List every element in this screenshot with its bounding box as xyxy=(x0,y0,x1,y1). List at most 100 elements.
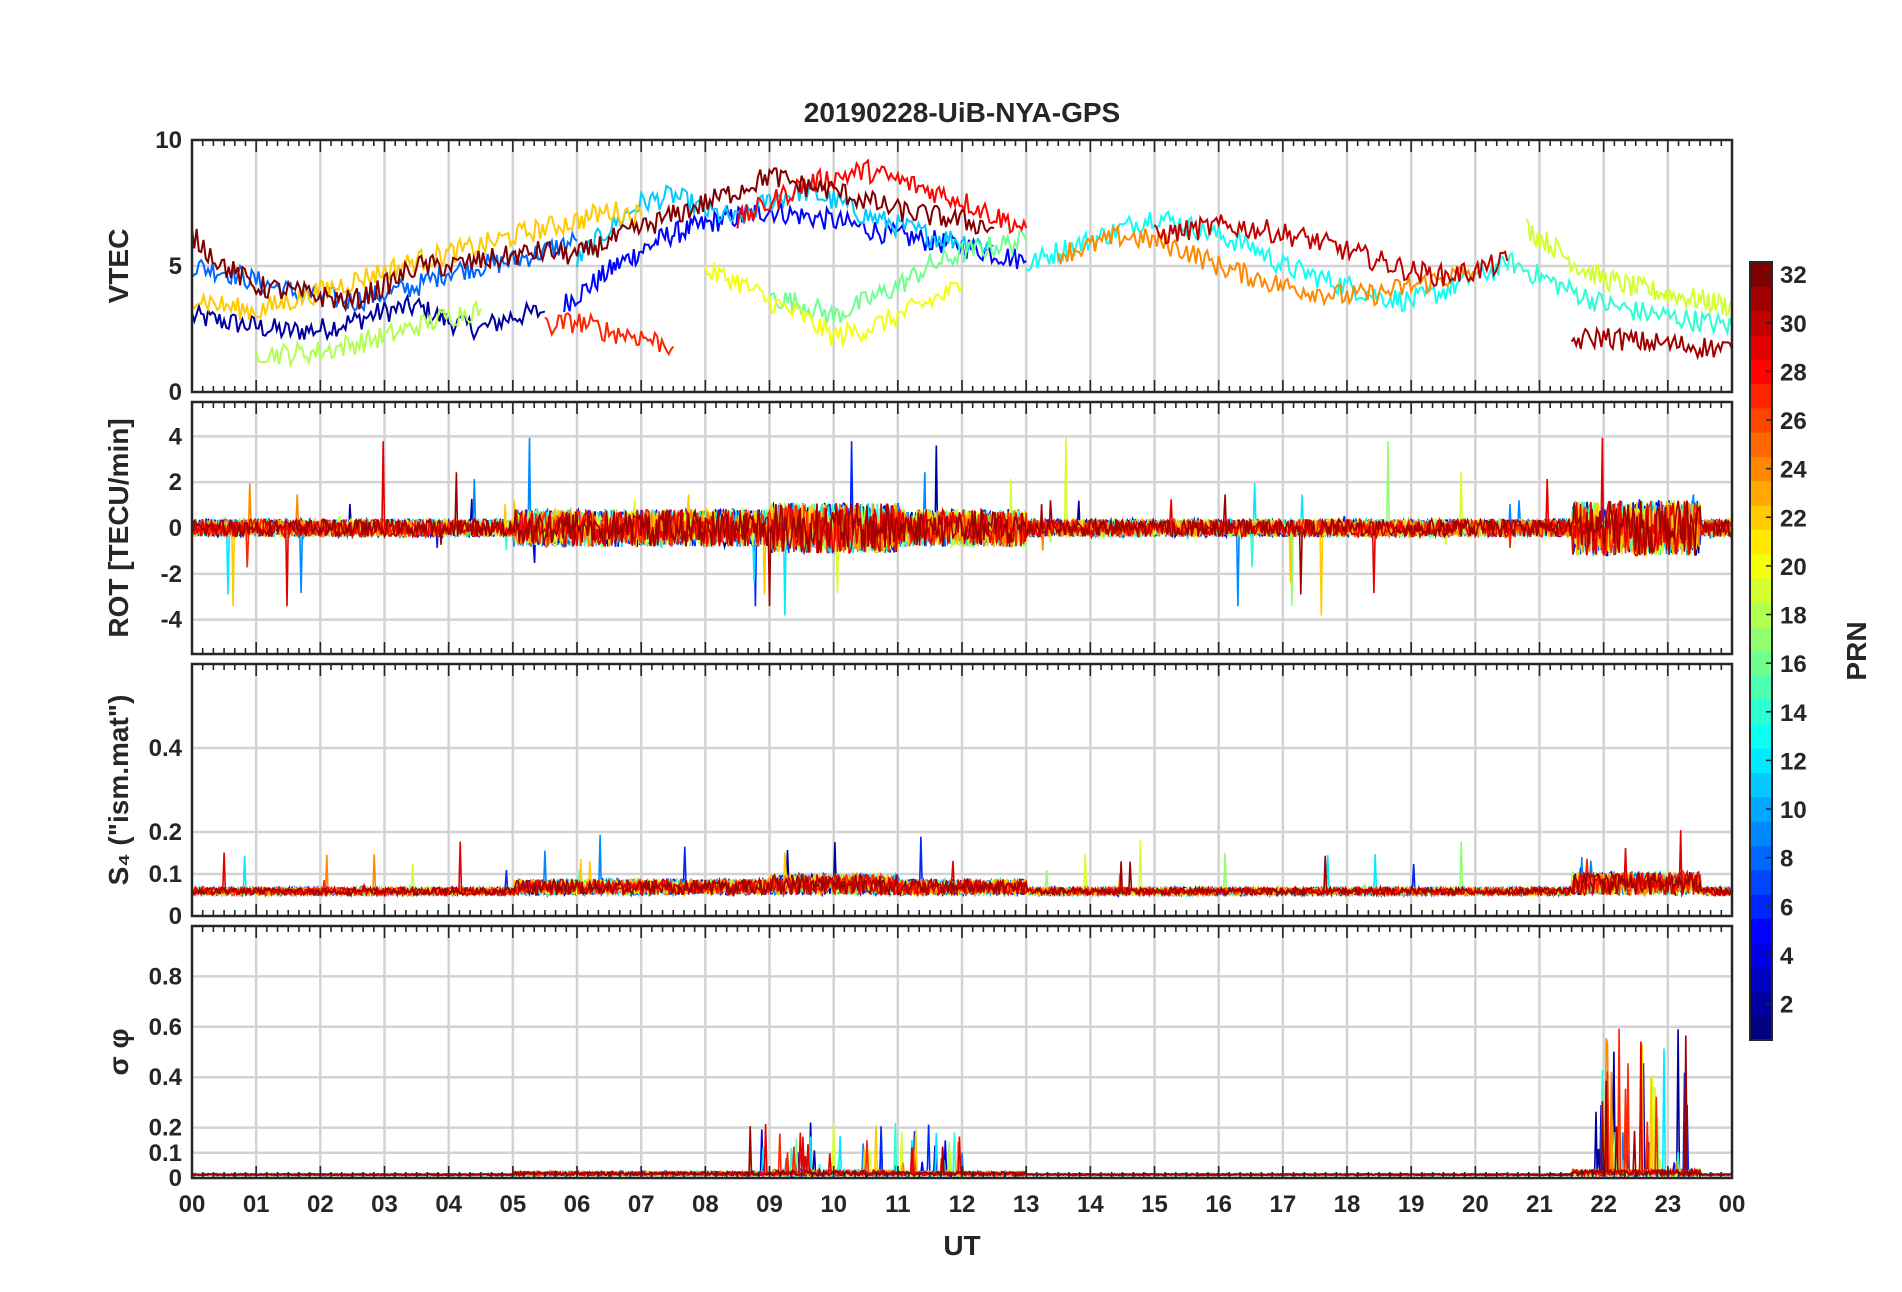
colorbar-segment xyxy=(1750,894,1772,919)
colorbar-segment xyxy=(1750,651,1772,676)
colorbar-tick-label: 28 xyxy=(1780,359,1807,386)
x-tick-label: 11 xyxy=(885,1191,910,1218)
y-axis-label: ROT [TECU/min] xyxy=(103,418,134,637)
colorbar-segment xyxy=(1750,505,1772,530)
y-tick-label: 10 xyxy=(155,127,182,154)
vtec-series-prn-5 xyxy=(563,202,1027,313)
vtec-series-prn-27 xyxy=(544,311,675,357)
x-tick-label: 16 xyxy=(1205,1191,1232,1218)
vtec-series-prn-28 xyxy=(736,158,1028,235)
colorbar-segment xyxy=(1750,286,1772,312)
panel-2: -4 -2 0 2 4 ROT [TECU/min] xyxy=(103,400,1734,656)
colorbar-segment xyxy=(1750,723,1772,749)
trace-prn-31 xyxy=(192,472,1732,607)
colorbar-segment xyxy=(1750,310,1772,336)
colorbar-segment xyxy=(1750,699,1772,725)
x-tick-label: 08 xyxy=(692,1191,719,1218)
x-tick-label: 00 xyxy=(179,1191,206,1218)
colorbar-segment xyxy=(1750,821,1772,846)
colorbar-tick-label: 22 xyxy=(1780,505,1807,532)
colorbar-tick-label: 12 xyxy=(1780,748,1807,775)
colorbar-segment xyxy=(1750,359,1772,385)
colorbar-segment xyxy=(1750,529,1772,555)
y-tick-label: 0.1 xyxy=(149,1140,182,1167)
panel-3: 0 0.1 0.2 0.4 S₄ ("ism.mat") xyxy=(103,662,1734,930)
x-tick-label: 21 xyxy=(1526,1191,1553,1218)
vtec-series-prn-22 xyxy=(192,201,643,321)
colorbar-tick-label: 8 xyxy=(1780,846,1793,873)
colorbar-segment xyxy=(1750,675,1772,701)
colorbar-segment xyxy=(1750,869,1772,895)
colorbar-segment xyxy=(1750,1015,1772,1041)
y-axis-label: S₄ ("ism.mat") xyxy=(103,695,134,886)
colorbar-segment xyxy=(1750,772,1772,798)
vtec-series-prn-19 xyxy=(1525,218,1732,317)
colorbar-tick-label: 2 xyxy=(1780,992,1793,1019)
traces xyxy=(192,158,1732,369)
colorbar-tick-label: 18 xyxy=(1780,603,1807,630)
vtec-series-prn-30 xyxy=(1153,214,1509,288)
colorbar-tick-label: 30 xyxy=(1780,311,1807,338)
colorbar-segment xyxy=(1750,383,1772,409)
x-tick-label: 18 xyxy=(1334,1191,1361,1218)
colorbar-segment xyxy=(1750,967,1772,992)
y-tick-label: 0 xyxy=(169,1165,182,1192)
colorbar-tick-label: 24 xyxy=(1780,457,1807,484)
traces xyxy=(192,830,1732,899)
chart-title: 20190228-UiB-NYA-GPS xyxy=(804,97,1120,128)
colorbar-segment xyxy=(1750,748,1772,774)
x-tick-label: 23 xyxy=(1654,1191,1681,1218)
colorbar-segment xyxy=(1750,407,1772,433)
y-tick-label: 0 xyxy=(169,379,182,406)
colorbar-segment xyxy=(1750,432,1772,457)
vtec-series-prn-16 xyxy=(768,230,1028,324)
x-axis-label: UT xyxy=(943,1230,980,1261)
vtec-series-prn-14 xyxy=(1506,251,1732,337)
colorbar-segment xyxy=(1750,334,1772,360)
colorbar-segment xyxy=(1750,626,1772,652)
colorbar-segment xyxy=(1750,553,1772,579)
x-tick-label: 01 xyxy=(243,1191,270,1218)
x-tick-label: 20 xyxy=(1462,1191,1489,1218)
x-tick-label: 22 xyxy=(1590,1191,1617,1218)
colorbar-segment xyxy=(1750,991,1772,1017)
y-tick-label: 0.6 xyxy=(149,1014,182,1041)
trace-prn-29 xyxy=(192,830,1732,899)
colorbar-segment xyxy=(1750,918,1772,944)
y-tick-label: 0.4 xyxy=(149,735,183,762)
colorbar-segment xyxy=(1750,796,1772,822)
x-tick-labels: 00 01 02 03 04 05 06 07 08 09 10 11 12 13 14 15 16 17 18 19… xyxy=(179,1191,1746,1218)
y-tick-label: 0.8 xyxy=(149,963,182,990)
y-tick-label: -2 xyxy=(161,561,182,588)
y-tick-label: 4 xyxy=(169,423,183,450)
x-tick-label: 06 xyxy=(564,1191,591,1218)
y-tick-label: -4 xyxy=(161,607,183,634)
x-tick-label: 07 xyxy=(628,1191,655,1218)
colorbar-segment xyxy=(1750,262,1772,287)
x-tick-label: 12 xyxy=(949,1191,976,1218)
y-tick-label: 2 xyxy=(169,469,182,496)
x-tick-label: 05 xyxy=(499,1191,526,1218)
colorbar-segment xyxy=(1750,845,1772,871)
traces xyxy=(192,437,1732,616)
colorbar-segment xyxy=(1750,942,1772,968)
y-tick-label: 0 xyxy=(169,903,182,930)
colorbar-tick-label: 4 xyxy=(1780,943,1794,970)
x-tick-label: 02 xyxy=(307,1191,334,1218)
x-tick-label: 04 xyxy=(435,1191,462,1218)
x-tick-label: 14 xyxy=(1077,1191,1104,1218)
x-tick-label: 17 xyxy=(1269,1191,1296,1218)
colorbar-label: PRN xyxy=(1841,621,1872,680)
y-tick-label: 0.2 xyxy=(149,819,182,846)
vtec-series-prn-31 xyxy=(1570,325,1732,361)
colorbar-tick-label: 20 xyxy=(1780,554,1807,581)
colorbar-tick-label: 32 xyxy=(1780,262,1807,289)
colorbar-segment xyxy=(1750,602,1772,628)
y-tick-label: 0.4 xyxy=(149,1064,183,1091)
x-tick-label: 03 xyxy=(371,1191,398,1218)
vtec-series-prn-2 xyxy=(192,293,546,342)
panel-4: 00.10.2 0.4 0.6 0.8 σ φ xyxy=(103,924,1734,1192)
